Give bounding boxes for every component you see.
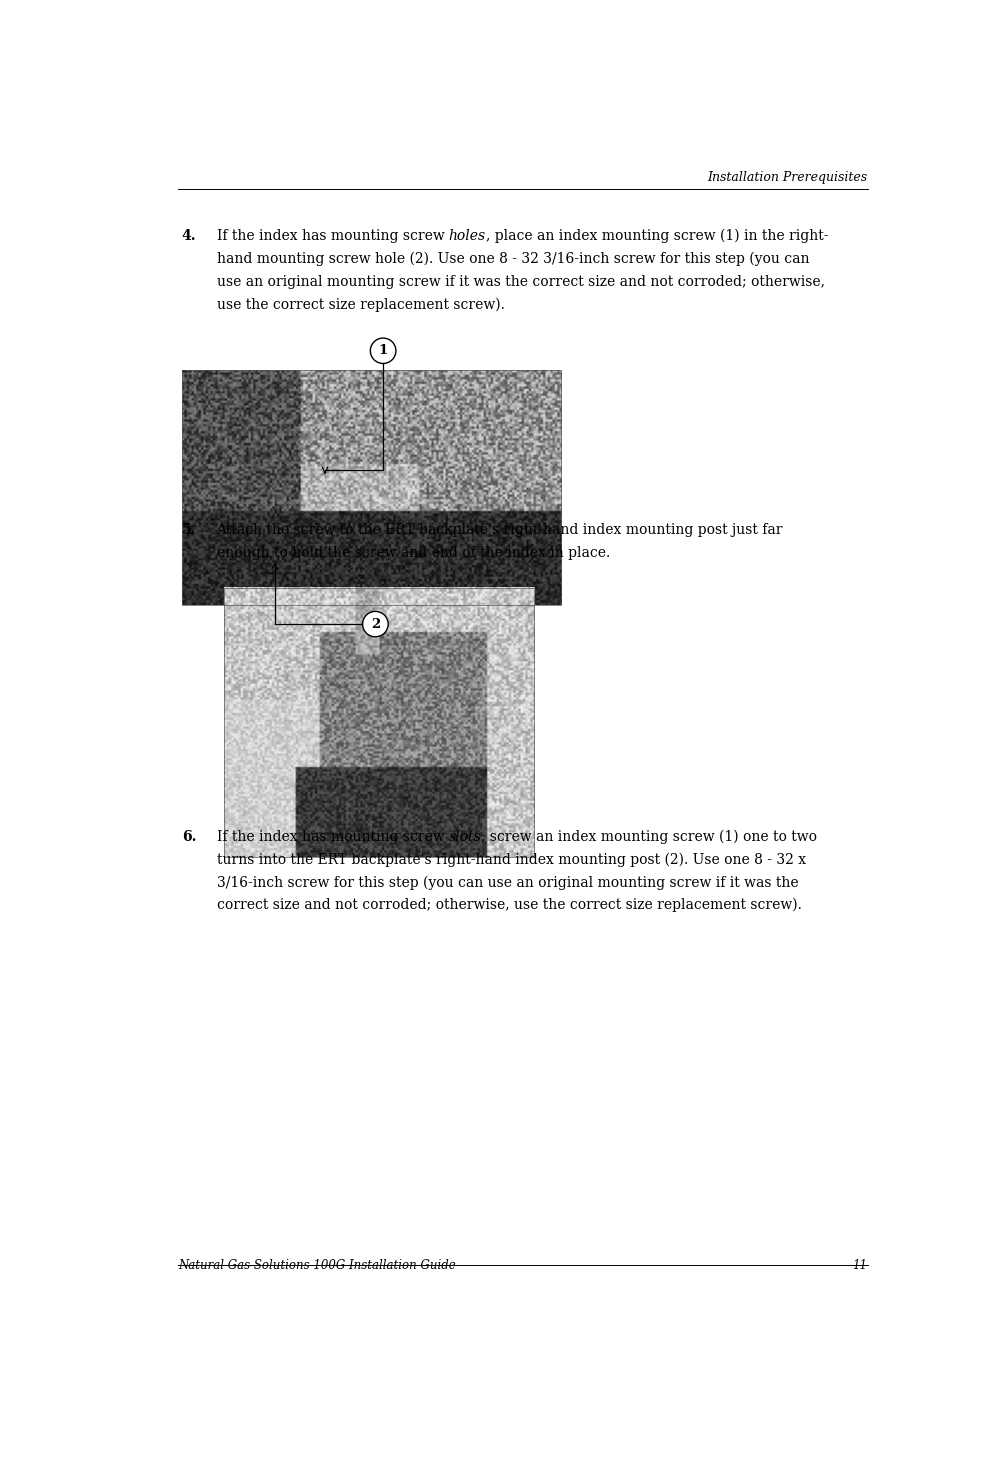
- Bar: [224, 588, 535, 857]
- Circle shape: [363, 612, 388, 637]
- Text: use an original mounting screw if it was the correct size and not corroded; othe: use an original mounting screw if it was…: [216, 274, 825, 289]
- Text: turns into the ERT backplate's right-hand index mounting post (2). Use one 8 - 3: turns into the ERT backplate's right-han…: [216, 853, 805, 867]
- Text: Natural Gas Solutions 100G Installation Guide: Natural Gas Solutions 100G Installation …: [178, 1260, 455, 1273]
- Text: Attach the screw to the ERT backplate's right-hand index mounting post just far: Attach the screw to the ERT backplate's …: [216, 523, 783, 537]
- Circle shape: [370, 339, 396, 364]
- Bar: [182, 369, 561, 604]
- Text: , place an index mounting screw (1) in the right-: , place an index mounting screw (1) in t…: [486, 229, 828, 244]
- Text: 6.: 6.: [182, 829, 197, 844]
- Text: 11: 11: [853, 1260, 867, 1273]
- Text: hand mounting screw hole (2). Use one 8 - 32 3/16-inch screw for this step (you : hand mounting screw hole (2). Use one 8 …: [216, 251, 809, 266]
- Text: correct size and not corroded; otherwise, use the correct size replacement screw: correct size and not corroded; otherwise…: [216, 898, 801, 912]
- Text: use the correct size replacement screw).: use the correct size replacement screw).: [216, 298, 505, 311]
- Text: 3/16-inch screw for this step (you can use an original mounting screw if it was : 3/16-inch screw for this step (you can u…: [216, 875, 798, 889]
- Text: enough to hold the screw and end of the index in place.: enough to hold the screw and end of the …: [216, 546, 610, 561]
- Text: Installation Prerequisites: Installation Prerequisites: [707, 171, 867, 184]
- Text: holes: holes: [449, 229, 486, 244]
- Text: 5.: 5.: [182, 523, 197, 537]
- Text: 2: 2: [370, 618, 380, 631]
- Text: slots: slots: [449, 829, 481, 844]
- Text: If the index has mounting screw: If the index has mounting screw: [216, 229, 449, 244]
- Text: 4.: 4.: [182, 229, 197, 244]
- Text: If the index has mounting screw: If the index has mounting screw: [216, 829, 449, 844]
- Text: , screw an index mounting screw (1) one to two: , screw an index mounting screw (1) one …: [481, 829, 817, 844]
- Text: 1: 1: [378, 345, 387, 358]
